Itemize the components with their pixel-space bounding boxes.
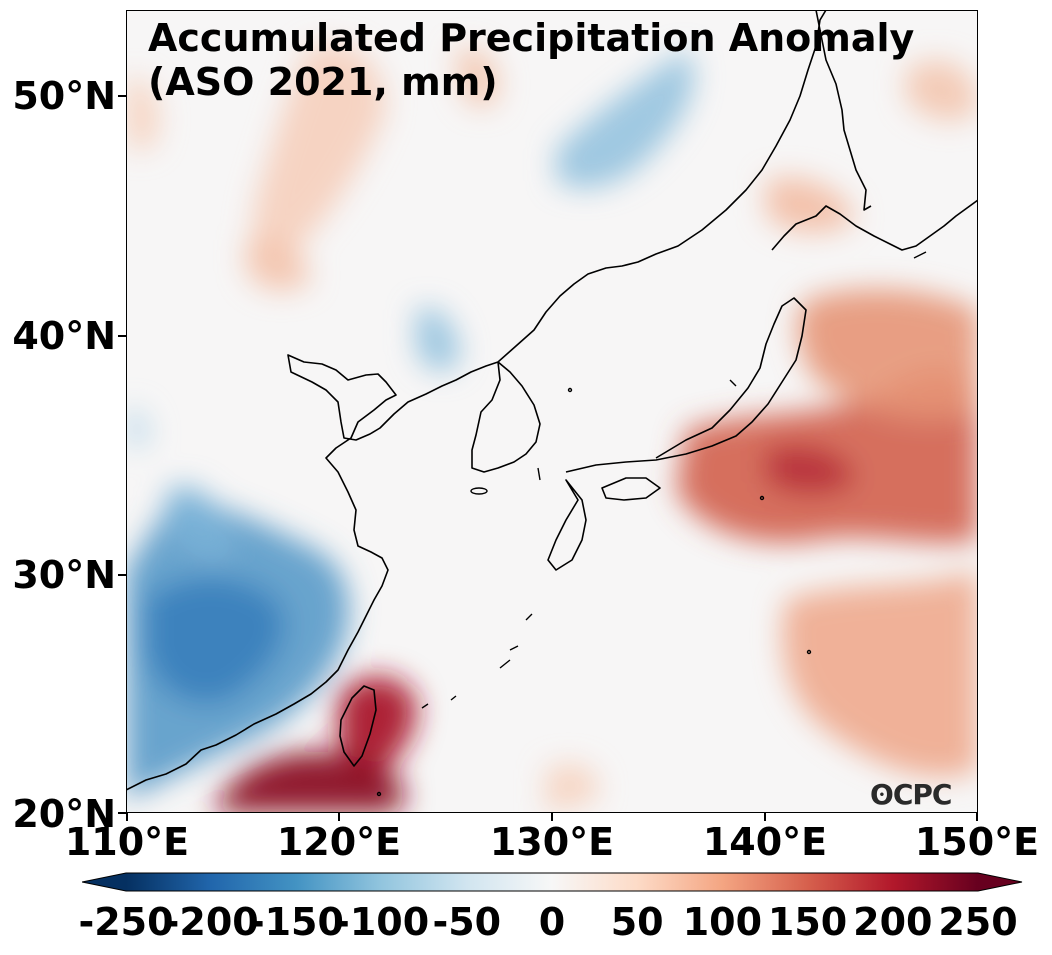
island-small-1	[806, 649, 812, 655]
lon-label-140e: 140°E	[702, 820, 828, 864]
coastlines	[126, 10, 978, 791]
island-hachijo	[759, 495, 765, 501]
coastline-mainland	[126, 354, 499, 791]
lat-tick	[118, 335, 126, 337]
colorbar-tick-label: 0	[538, 900, 566, 944]
lat-tick	[118, 574, 126, 576]
island-small-2	[376, 791, 382, 797]
colorbar-outline	[82, 872, 1023, 892]
colorbar-tick-label: -250	[78, 900, 174, 944]
colorbar-tick-label: -200	[163, 900, 259, 944]
lat-label-40n: 40°N	[12, 314, 116, 358]
lon-tick	[551, 813, 553, 821]
lon-tick	[126, 813, 128, 821]
coastline-russia	[497, 10, 827, 363]
coastline-honshu	[565, 297, 807, 473]
wet-anomaly-northeast	[906, 60, 978, 121]
wet-anomaly-south	[216, 751, 405, 813]
wet-anomaly-core	[766, 446, 856, 494]
colorbar-extend-high	[978, 873, 1022, 891]
map-title: Accumulated Precipitation Anomaly (ASO 2…	[148, 16, 915, 104]
wet-anomaly-manchuria	[246, 237, 311, 291]
lon-label-130e: 130°E	[489, 820, 615, 864]
map-panel	[126, 10, 978, 813]
colorbar-gradient	[126, 873, 978, 891]
lon-tick	[338, 813, 340, 821]
island-small-3	[567, 387, 573, 393]
colorbar	[82, 872, 1023, 892]
lon-label-110e: 110°E	[64, 820, 190, 864]
lon-label-150e: 150°E	[914, 820, 1040, 864]
cpc-credit-text: CPC	[892, 778, 953, 811]
colorbar-tick-label: -150	[248, 900, 344, 944]
colorbar-tick-label: -50	[432, 900, 502, 944]
lat-label-20n: 20°N	[12, 792, 116, 836]
lat-label-30n: 30°N	[12, 553, 116, 597]
coastline-kyushu	[547, 479, 587, 571]
colorbar-tick-label: 150	[767, 900, 848, 944]
wet-anomaly-taiwan	[337, 676, 417, 780]
lat-tick	[118, 95, 126, 97]
coastline-korea	[471, 361, 541, 473]
colorbar-tick-label: -100	[334, 900, 430, 944]
lat-label-50n: 50°N	[12, 74, 116, 118]
colorbar-tick-label: 200	[853, 900, 933, 944]
wet-anomaly-south-sea	[546, 764, 598, 813]
island-tsushima	[537, 467, 541, 481]
anomaly-map	[126, 10, 978, 813]
islands-ryukyu	[421, 613, 533, 709]
dry-anomaly-west	[126, 407, 151, 448]
cpc-logo-icon: ʘ	[870, 778, 894, 811]
dry-anomaly-north	[556, 50, 694, 189]
dry-anomaly-inland	[166, 484, 236, 559]
coastline-hokkaido	[771, 199, 978, 251]
wet-anomaly-hokkaido	[766, 177, 856, 233]
island-jeju	[470, 487, 488, 495]
lon-tick	[764, 813, 766, 821]
wet-anomaly-far-north	[456, 48, 499, 108]
coastline-sakhalin	[815, 10, 872, 211]
coastline-taiwan	[339, 685, 377, 767]
colorbar-tick-label: 100	[682, 900, 763, 944]
cpc-credit: ʘCPC	[870, 778, 953, 811]
lon-tick	[976, 813, 978, 821]
wet-anomaly-northwest-edge	[126, 78, 159, 151]
lat-tick	[118, 812, 126, 814]
colorbar-tick-label: 50	[610, 900, 664, 944]
island-sado	[729, 379, 737, 387]
dry-anomaly-bohai	[416, 307, 461, 372]
islands	[376, 251, 927, 797]
wet-anomaly-southeast	[782, 570, 978, 777]
wet-anomaly-northwest	[253, 43, 386, 257]
colorbar-tick-label: 250	[938, 900, 1018, 944]
island-kuril	[913, 251, 927, 259]
anomaly-shading	[126, 43, 978, 813]
lon-label-120e: 120°E	[276, 820, 402, 864]
coastline-shikoku	[601, 477, 661, 501]
wet-anomaly-east	[797, 289, 978, 419]
dry-anomaly-core	[146, 577, 284, 703]
colorbar-extend-low	[82, 873, 126, 891]
